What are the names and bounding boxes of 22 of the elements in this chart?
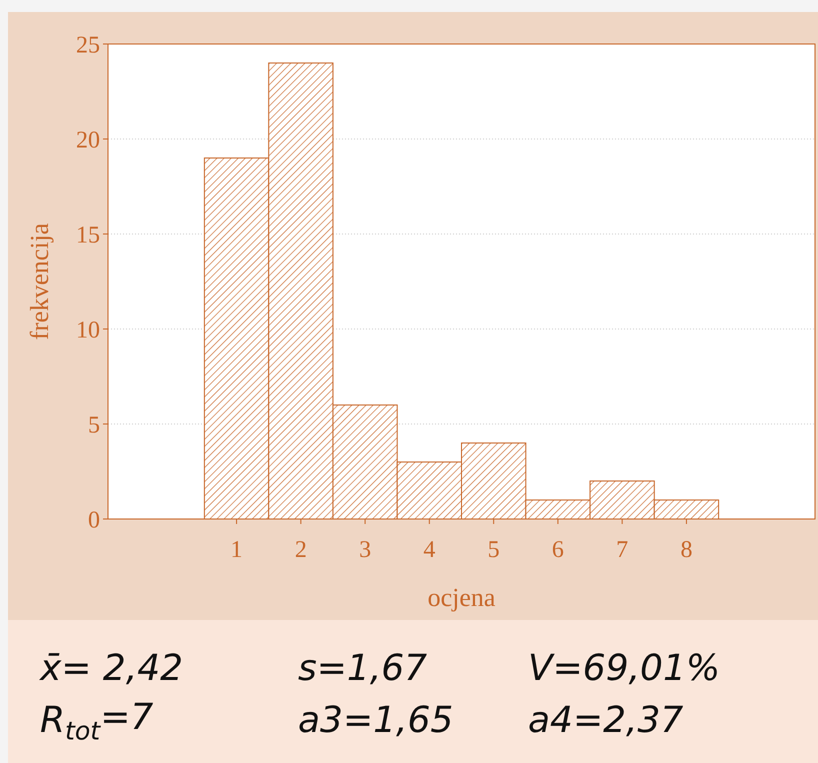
y-tick-label: 25 xyxy=(76,32,100,58)
y-tick-label: 10 xyxy=(76,317,100,344)
x-axis-title: ocjena xyxy=(428,583,496,612)
y-tick-label: 5 xyxy=(88,412,100,438)
x-tick-label: 5 xyxy=(488,537,500,563)
text: a4=2,37 xyxy=(528,700,684,741)
y-tick-label: 0 xyxy=(88,507,100,534)
x-tick-label: 6 xyxy=(552,537,564,563)
x-tick-label: 3 xyxy=(359,537,372,563)
x-tick-label: 2 xyxy=(294,537,307,563)
y-tick-label: 20 xyxy=(76,127,100,154)
y-axis-title: frekvencija xyxy=(25,222,54,340)
text: R$_{tot}$=7 xyxy=(40,696,154,746)
y-tick-label: 15 xyxy=(76,222,100,248)
text: s=1,67 xyxy=(298,648,428,689)
text: x̄= 2,42 xyxy=(39,648,184,689)
x-tick-label: 7 xyxy=(616,537,628,563)
text: V=69,01% xyxy=(528,648,720,689)
x-tick-label: 1 xyxy=(230,537,243,563)
text: a3=1,65 xyxy=(298,700,454,741)
x-tick-label: 4 xyxy=(423,537,436,563)
x-tick-label: 8 xyxy=(680,537,692,563)
